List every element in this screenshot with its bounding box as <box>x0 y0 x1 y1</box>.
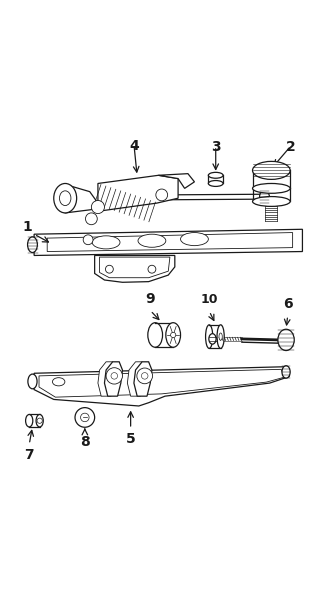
Polygon shape <box>100 257 170 278</box>
Ellipse shape <box>206 325 213 349</box>
Circle shape <box>156 189 168 201</box>
Polygon shape <box>57 184 98 213</box>
Circle shape <box>81 413 89 422</box>
Ellipse shape <box>181 232 208 246</box>
Ellipse shape <box>208 181 223 187</box>
Ellipse shape <box>278 329 294 350</box>
Ellipse shape <box>54 184 77 213</box>
Circle shape <box>85 213 97 225</box>
Text: 5: 5 <box>126 432 136 446</box>
Ellipse shape <box>209 334 216 344</box>
Ellipse shape <box>252 162 290 179</box>
Polygon shape <box>105 362 122 396</box>
Polygon shape <box>95 256 175 283</box>
Ellipse shape <box>282 366 290 378</box>
Ellipse shape <box>208 172 223 178</box>
Circle shape <box>148 265 156 273</box>
Circle shape <box>106 265 113 273</box>
Text: 9: 9 <box>146 292 155 306</box>
Circle shape <box>142 372 148 379</box>
Polygon shape <box>127 362 146 396</box>
Text: 8: 8 <box>80 434 90 449</box>
Ellipse shape <box>219 333 222 340</box>
Polygon shape <box>134 362 152 396</box>
Ellipse shape <box>138 234 166 247</box>
Ellipse shape <box>28 237 37 253</box>
Text: 7: 7 <box>24 448 34 462</box>
Ellipse shape <box>26 414 33 427</box>
Polygon shape <box>98 362 116 396</box>
Circle shape <box>111 372 117 379</box>
Text: 4: 4 <box>129 139 139 153</box>
Polygon shape <box>158 173 194 188</box>
Polygon shape <box>39 370 284 397</box>
Polygon shape <box>98 175 178 212</box>
Ellipse shape <box>36 414 43 427</box>
Text: 1: 1 <box>23 219 32 234</box>
Ellipse shape <box>252 197 290 206</box>
Text: 3: 3 <box>211 140 220 154</box>
Ellipse shape <box>148 322 163 347</box>
Circle shape <box>75 408 95 427</box>
Ellipse shape <box>52 378 65 386</box>
Polygon shape <box>34 367 289 406</box>
Polygon shape <box>47 232 293 252</box>
Ellipse shape <box>217 325 224 349</box>
Polygon shape <box>34 229 302 256</box>
Text: 2: 2 <box>286 140 296 154</box>
Ellipse shape <box>59 191 71 206</box>
Ellipse shape <box>92 236 120 249</box>
Circle shape <box>171 333 176 337</box>
Text: 10: 10 <box>200 293 218 306</box>
Circle shape <box>106 368 122 384</box>
Ellipse shape <box>260 190 269 203</box>
Circle shape <box>83 235 93 245</box>
Circle shape <box>37 418 42 423</box>
Ellipse shape <box>28 374 37 389</box>
Circle shape <box>137 368 152 384</box>
Ellipse shape <box>252 184 290 193</box>
Circle shape <box>91 200 105 213</box>
Text: 6: 6 <box>283 297 292 311</box>
Ellipse shape <box>166 322 181 347</box>
